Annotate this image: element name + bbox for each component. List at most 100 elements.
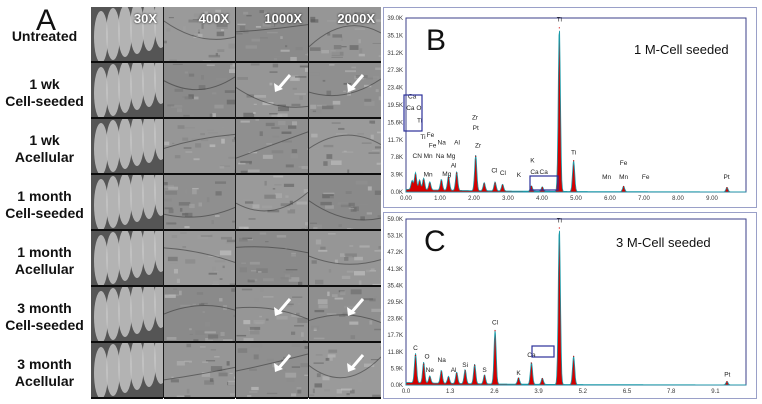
arrow-marker-icon xyxy=(274,74,292,92)
sem-image-tile xyxy=(236,287,308,343)
x-tick-label: 2.6 xyxy=(490,389,499,395)
peak-label: Ti xyxy=(571,150,576,157)
peak-label: Ti xyxy=(557,17,562,24)
x-tick-label: 6.00 xyxy=(604,196,616,202)
spectrum-peak xyxy=(541,378,543,380)
peak-label: N xyxy=(417,153,422,160)
peak-label: Fe xyxy=(642,174,650,181)
x-tick-label: 0.00 xyxy=(400,196,412,202)
row-label-line: 1 wk xyxy=(29,76,60,92)
sem-image-tile: 400X xyxy=(164,7,235,63)
peak-label: Cl xyxy=(492,320,499,327)
row-label: 1 month Acellular xyxy=(0,244,89,278)
spectrum-peak xyxy=(494,330,496,332)
peak-label: Ne xyxy=(426,367,435,374)
row-label: 1 wk Cell-seeded xyxy=(0,76,89,110)
x-tick-label: 7.00 xyxy=(638,196,650,202)
magnification-label: 2000X xyxy=(337,11,375,26)
sem-image-tile xyxy=(309,287,381,343)
row-label-line: 1 month xyxy=(17,244,72,260)
peak-label: Zr xyxy=(475,142,482,149)
sem-image-tile xyxy=(91,343,163,399)
peak-label: Zr xyxy=(472,115,479,122)
row-label: 3 month Cell-seeded xyxy=(0,300,89,334)
sem-image-tile xyxy=(164,119,235,175)
arrow-marker-icon xyxy=(347,298,365,316)
spectrum-peak xyxy=(541,186,543,189)
panel-letter: C xyxy=(424,225,446,258)
peak-label: Ti xyxy=(417,117,422,124)
y-tick-label: 47.2K xyxy=(387,250,403,256)
peak-label: Ca O xyxy=(406,105,421,112)
arrow-marker-icon xyxy=(347,74,365,92)
sem-image-tile xyxy=(91,231,163,287)
row-label-line: 3 month xyxy=(17,300,72,316)
y-tick-label: 19.5K xyxy=(387,103,403,109)
x-tick-label: 7.8 xyxy=(667,389,676,395)
y-tick-label: 11.8K xyxy=(388,350,403,356)
y-tick-label: 41.3K xyxy=(387,267,403,273)
sem-image-tile xyxy=(309,175,381,231)
x-tick-label: 1.3 xyxy=(446,389,455,395)
peak-label: Na xyxy=(438,357,447,364)
sem-image-tile xyxy=(91,63,163,119)
arrow-marker-icon xyxy=(274,298,292,316)
sem-image-tile xyxy=(91,287,163,343)
peak-label: Cl xyxy=(491,167,498,174)
y-tick-label: 11.7K xyxy=(388,138,403,144)
peak-label: C xyxy=(412,153,417,160)
sem-image-tile: 1000X xyxy=(236,7,308,63)
sem-image-tile xyxy=(236,119,308,175)
spectrum-peak xyxy=(726,186,728,189)
row-label: 1 wk Acellular xyxy=(0,132,89,166)
spectrum-peak xyxy=(501,184,504,186)
row-label-line: Cell-seeded xyxy=(5,205,84,221)
x-tick-label: 3.9 xyxy=(534,389,543,395)
sem-image-tile xyxy=(236,343,308,399)
peak-label: Pt xyxy=(724,174,730,181)
x-tick-label: 5.00 xyxy=(570,196,582,202)
spectrum-peak xyxy=(423,363,425,365)
spectrum-peak xyxy=(429,183,431,185)
sem-image-tile xyxy=(309,231,381,287)
sem-image-tile xyxy=(164,63,235,119)
row-label: 3 month Acellular xyxy=(0,356,89,390)
y-tick-label: 27.3K xyxy=(387,68,403,74)
sem-image-tile: 2000X xyxy=(309,7,381,63)
peak-label: Mn xyxy=(602,174,611,181)
y-tick-label: 5.9K xyxy=(391,366,403,372)
y-tick-label: 15.6K xyxy=(387,120,403,126)
y-tick-label: 39.0K xyxy=(387,16,403,22)
x-tick-label: 3.00 xyxy=(502,196,514,202)
peak-label: C xyxy=(413,345,418,352)
row-label: 1 month Cell-seeded xyxy=(0,188,89,222)
chart-title: 1 M-Cell seeded xyxy=(634,42,729,57)
y-tick-label: 23.6K xyxy=(387,317,403,323)
spectrum-peak xyxy=(411,182,413,184)
peak-label: S xyxy=(482,367,487,374)
spectrum-peak xyxy=(494,182,496,184)
x-tick-label: 9.00 xyxy=(706,196,718,202)
magnification-label: 1000X xyxy=(264,11,302,26)
x-tick-label: 2.00 xyxy=(468,196,480,202)
sem-image-tile xyxy=(309,63,381,119)
row-label-line: 1 wk xyxy=(29,132,60,148)
y-tick-label: 35.1K xyxy=(387,33,403,39)
row-label-line: 1 month xyxy=(17,188,72,204)
spectrum-peak xyxy=(464,370,466,372)
peak-label: K xyxy=(516,370,521,377)
y-tick-label: 23.4K xyxy=(387,86,403,92)
peak-label: K xyxy=(530,158,535,165)
spectrum-peak xyxy=(623,186,625,188)
sem-image-tile xyxy=(91,119,163,175)
sem-image-tile: 30X xyxy=(91,7,163,63)
spectrum-peak xyxy=(456,172,458,174)
highlight-box xyxy=(529,175,559,191)
spectrum-peak xyxy=(475,155,477,157)
spectrum-curve xyxy=(405,30,747,193)
sem-image-tile xyxy=(164,343,235,399)
spectrum-peak xyxy=(474,364,476,366)
spectrum-peak xyxy=(530,362,533,364)
peak-label: Pt xyxy=(724,372,730,379)
spectrum-peak xyxy=(414,354,417,357)
